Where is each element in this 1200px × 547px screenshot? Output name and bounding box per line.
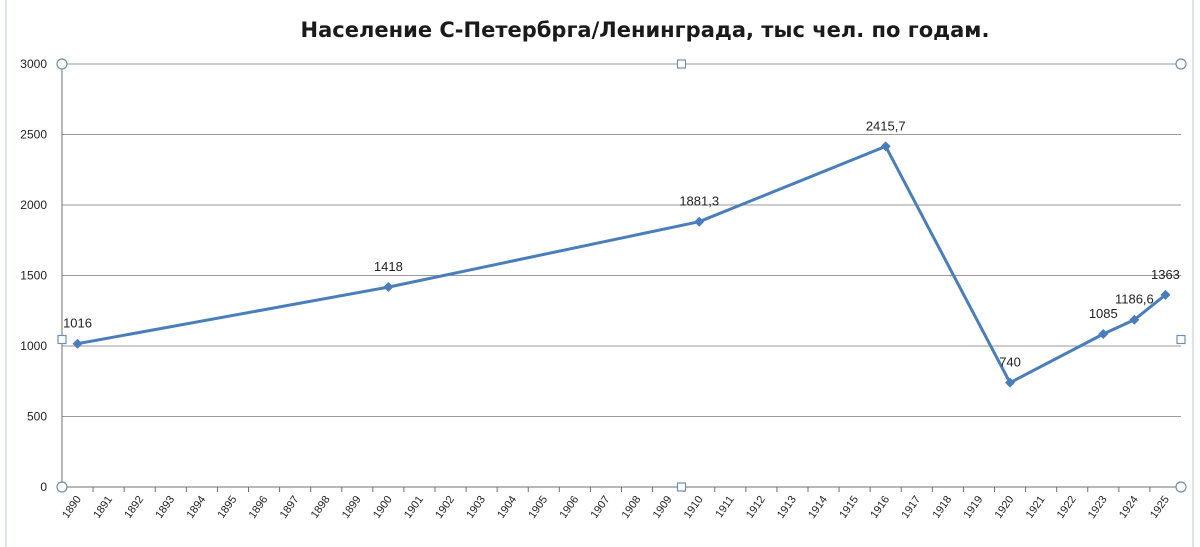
selection-handles[interactable]	[56, 58, 1187, 493]
resize-handle-edge[interactable]	[57, 334, 67, 345]
series-line	[77, 144, 1167, 385]
data-label: 1363	[1151, 267, 1180, 282]
resize-handle-corner[interactable]	[1175, 58, 1187, 70]
y-tick-label: 3000	[20, 57, 47, 71]
y-tick-label: 2000	[20, 198, 47, 212]
y-tick-label: 500	[27, 410, 47, 424]
data-point-marker	[1005, 377, 1016, 388]
resize-handle-corner[interactable]	[56, 481, 68, 493]
y-tick-label: 1500	[20, 269, 47, 283]
data-label: 1881,3	[679, 194, 719, 209]
data-point-marker	[1098, 329, 1109, 340]
data-label: 1418	[374, 259, 403, 274]
resize-handle-edge[interactable]	[676, 59, 687, 69]
data-point-marker	[880, 141, 891, 152]
resize-handle-edge[interactable]	[676, 482, 687, 492]
y-tick-label: 2500	[20, 128, 47, 142]
resize-handle-corner[interactable]	[1175, 481, 1187, 493]
gridlines	[62, 63, 1181, 417]
chart-title: Население С-Петербрга/Ленинграда, тыс че…	[301, 18, 990, 42]
data-point-marker	[1160, 289, 1171, 300]
y-axis-ticks: 0 500 1000 1500 2000 2500 3000	[20, 57, 47, 494]
axes	[61, 64, 1182, 492]
data-label: 2415,7	[866, 118, 906, 133]
data-label: 740	[999, 355, 1021, 370]
data-point-marker	[383, 282, 394, 293]
data-label: 1016	[63, 316, 92, 331]
resize-handle-edge[interactable]	[1176, 334, 1186, 345]
resize-handle-corner[interactable]	[56, 58, 68, 70]
y-tick-label: 0	[40, 480, 47, 494]
data-point-marker	[694, 216, 705, 227]
data-label: 1085	[1089, 306, 1118, 321]
data-label: 1186,6	[1115, 292, 1154, 307]
data-point-marker	[1129, 314, 1140, 325]
data-point-marker	[72, 338, 83, 349]
y-tick-label: 1000	[20, 339, 47, 353]
